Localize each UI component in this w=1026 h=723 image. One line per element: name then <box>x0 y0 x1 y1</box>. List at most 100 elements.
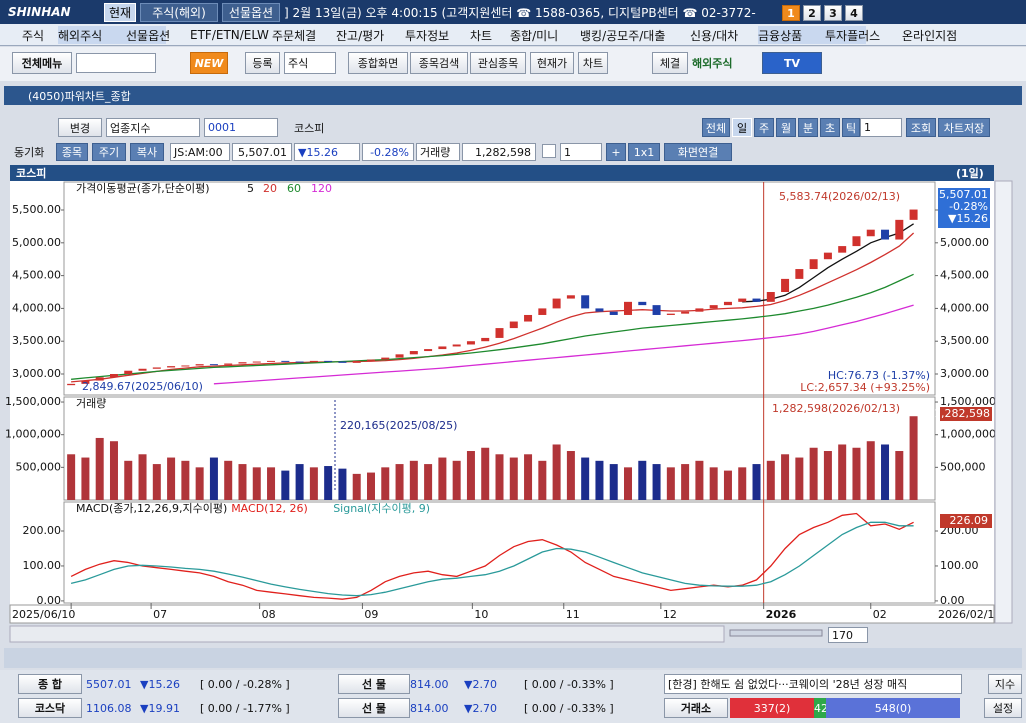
menu-item[interactable]: 뱅킹/공모주/대출 <box>580 28 666 43</box>
title-info: ] 2월 13일(금) 오후 4:00:15 (고객지원센터 ☎ 1588-03… <box>284 6 756 20</box>
candle-body <box>366 359 375 361</box>
fill-button[interactable]: 체결 <box>652 52 688 74</box>
volume-label: 거래량 <box>416 143 460 161</box>
title-tab[interactable]: 주식(해외) <box>140 3 218 22</box>
status-box: [ 0.00 / -1.77% ] <box>200 701 290 715</box>
y-tick-label: 100.00 <box>23 559 62 572</box>
side-toolbar <box>994 180 1013 624</box>
volume-bar <box>723 470 732 500</box>
quote-tab[interactable]: 종목 <box>56 143 88 161</box>
candle-body <box>495 328 504 338</box>
menu-item[interactable]: 투자정보 <box>405 28 450 43</box>
status-price2: 814.00 <box>410 677 449 691</box>
period-button[interactable]: 초 <box>820 118 840 137</box>
tool-button[interactable]: 종합화면 <box>348 52 408 74</box>
quote-tab[interactable]: 주기 <box>92 143 126 161</box>
candle-body <box>552 298 561 309</box>
menu-item[interactable]: 종합/미니 <box>510 28 559 43</box>
candle-body <box>267 360 276 362</box>
volume-bar <box>238 464 247 500</box>
tool-button[interactable]: 차트 <box>578 52 608 74</box>
period-button[interactable]: 일 <box>732 118 752 137</box>
x-tick-label: 07 <box>153 608 167 621</box>
panel-frame <box>63 181 936 396</box>
candle-body <box>67 383 76 386</box>
link-button[interactable]: 화면연결 <box>664 143 732 161</box>
period-button[interactable]: 전체 <box>702 118 730 137</box>
candle-body <box>781 278 790 293</box>
candle-body <box>81 380 90 384</box>
tv-button[interactable]: TV <box>762 52 822 74</box>
quote-tab[interactable]: 복사 <box>130 143 164 161</box>
status-change: ▼19.91 <box>140 701 180 715</box>
news[interactable]: [한경] 한해도 쉼 없었다···코웨이의 '28년 성장 매직 <box>664 674 962 694</box>
n-combo[interactable]: 1 <box>560 143 602 161</box>
overseas-button[interactable]: 해외주식 <box>692 57 733 70</box>
period-button[interactable]: 월 <box>776 118 796 137</box>
window-footer <box>4 648 1022 668</box>
candle-body <box>167 366 176 368</box>
screen-button[interactable]: 4 <box>845 5 863 21</box>
menu-item[interactable]: 주식 <box>22 28 45 43</box>
menu-item[interactable]: 투자플러스 <box>825 28 881 43</box>
settings-button[interactable]: 설정 <box>984 698 1022 718</box>
menu-item[interactable]: 잔고/평가 <box>336 28 385 43</box>
period-button[interactable]: 틱 <box>842 118 860 137</box>
volume-bar <box>424 464 433 500</box>
layout-button[interactable]: 1x1 <box>628 143 660 161</box>
status-change: ▼15.26 <box>140 677 180 691</box>
plus-button[interactable]: + <box>606 143 626 161</box>
menu-item[interactable]: 주문체결 <box>272 28 317 43</box>
volume-bar <box>709 467 718 500</box>
all-menu[interactable]: 전체메뉴 <box>12 52 72 74</box>
search-field[interactable] <box>76 53 156 73</box>
screen-button[interactable]: 1 <box>782 5 800 21</box>
candle-body <box>338 361 347 363</box>
volume-bar <box>152 464 161 500</box>
volume-bar <box>267 467 276 500</box>
candle-body <box>652 305 661 315</box>
period-button[interactable]: 분 <box>798 118 818 137</box>
y-tick-label: 1,000,000 <box>5 428 61 441</box>
count-combo[interactable]: 1 <box>860 118 902 137</box>
quote-price: 5,507.01 <box>232 143 292 161</box>
market-combo[interactable]: 업종지수 <box>106 118 200 137</box>
menu-item[interactable]: 신용/대차 <box>690 28 739 43</box>
x-tick-label: 2025/06/10 <box>12 608 75 621</box>
panel-frame <box>63 501 936 604</box>
menu-item[interactable]: 온라인지점 <box>902 28 958 43</box>
scroll-count[interactable]: 170 <box>828 627 868 643</box>
title-tab[interactable]: 현재 <box>104 3 136 22</box>
volume-bar <box>638 460 647 500</box>
code-field[interactable]: 0001 <box>204 118 278 137</box>
change-combo[interactable]: 변경 <box>58 118 102 137</box>
tool-button[interactable]: 종목검색 <box>410 52 468 74</box>
series-line <box>213 304 914 385</box>
new-button[interactable]: NEW <box>190 52 228 74</box>
menu-item[interactable]: 차트 <box>470 28 493 43</box>
save-button[interactable]: 차트저장 <box>938 118 990 137</box>
menu-item[interactable]: 선물옵션 <box>126 28 171 43</box>
checkbox[interactable] <box>542 144 556 158</box>
index-button[interactable]: 지수 <box>988 674 1022 694</box>
title-tab[interactable]: 선물옵션 <box>222 3 280 22</box>
y2-tick-label: 5,000.00 <box>940 236 989 249</box>
query-button[interactable]: 조회 <box>906 118 936 137</box>
menu-item[interactable]: ETF/ETN/ELW <box>190 28 269 42</box>
menu-item[interactable]: 금융상품 <box>758 26 866 44</box>
menu-item[interactable]: 해외주식 <box>58 26 166 44</box>
period-button[interactable]: 주 <box>754 118 774 137</box>
candle-body <box>538 308 547 315</box>
candle-body <box>124 370 133 375</box>
screen-button[interactable]: 3 <box>824 5 842 21</box>
stock-combo[interactable]: 주식 <box>284 52 336 74</box>
volume-bar <box>552 444 561 500</box>
candle-body <box>695 308 704 312</box>
tool-button[interactable]: 관심종목 <box>470 52 526 74</box>
candle-body <box>638 301 647 306</box>
tool-button[interactable]: 현재가 <box>530 52 574 74</box>
volume-bar <box>167 457 176 500</box>
quote-rate: -0.28% <box>362 143 414 161</box>
register-button[interactable]: 등록 <box>245 52 280 74</box>
screen-button[interactable]: 2 <box>803 5 821 21</box>
